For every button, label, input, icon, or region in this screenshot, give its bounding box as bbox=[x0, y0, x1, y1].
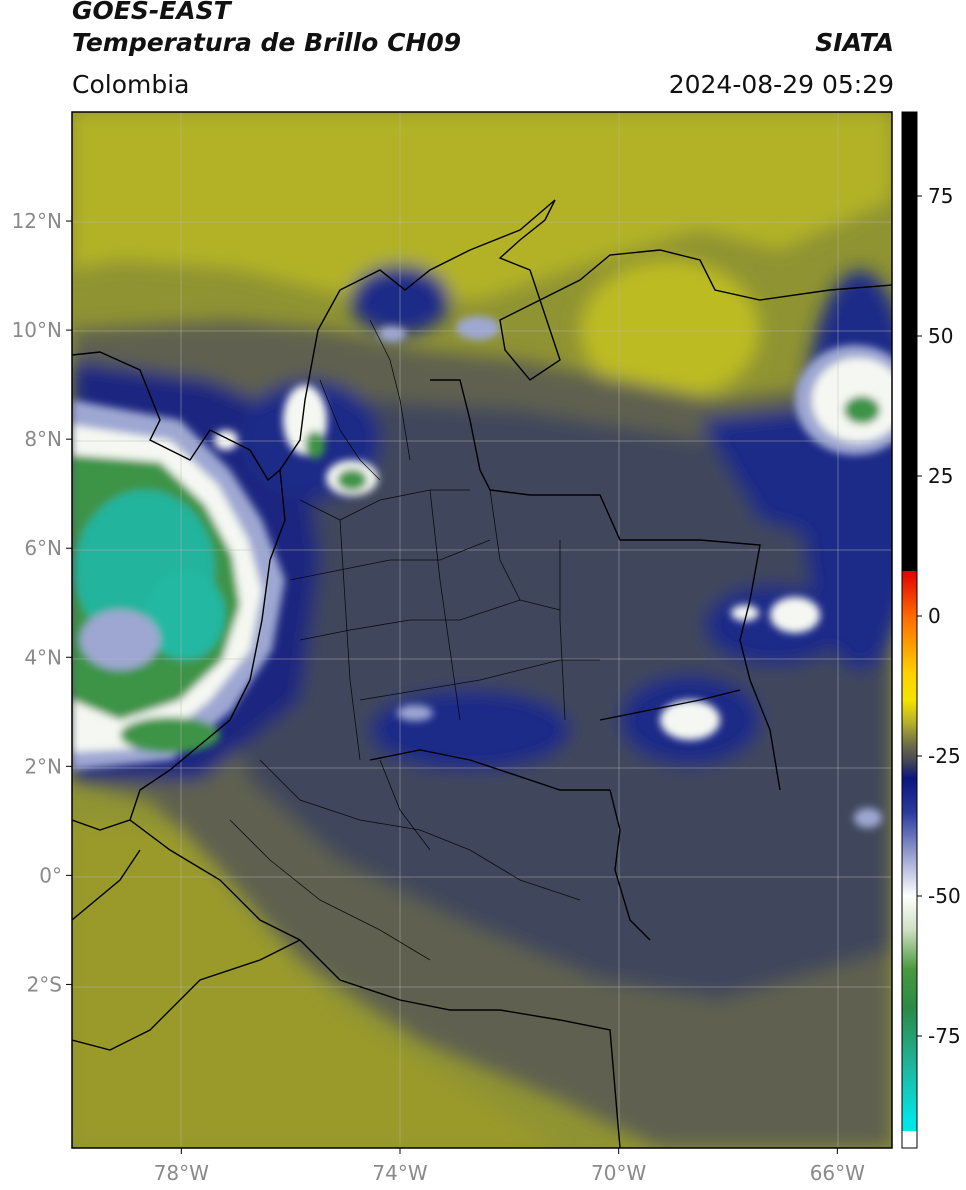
product-title: Temperatura de Brillo CH09 bbox=[72, 28, 462, 57]
region-label: Colombia bbox=[72, 70, 190, 99]
graticule bbox=[72, 112, 892, 1148]
lat-tick-label: 8°N bbox=[24, 427, 62, 451]
datetime-label: 2024-08-29 05:29 bbox=[668, 70, 894, 99]
longitude-axis: 78°W 74°W 70°W 66°W bbox=[154, 1148, 865, 1185]
map-frame bbox=[71, 111, 893, 1149]
colorbar-tick-label: 25 bbox=[928, 464, 953, 488]
organization-label: SIATA bbox=[815, 28, 894, 57]
satellite-title: GOES-EAST bbox=[72, 0, 231, 25]
lon-tick-label: 70°W bbox=[591, 1161, 646, 1185]
lat-tick-label: 4°N bbox=[24, 645, 62, 669]
lat-tick-label: 12°N bbox=[12, 209, 62, 233]
colorbar-tick-label: 50 bbox=[928, 324, 953, 348]
lat-tick-label: 0° bbox=[39, 863, 62, 887]
colorbar-ticks: 75 50 25 0 -25 -50 -75 bbox=[917, 184, 961, 1048]
country-borders bbox=[72, 199, 892, 1148]
latitude-axis: 12°N 10°N 8°N 6°N 4°N 2°N 0° 2°S bbox=[12, 209, 72, 996]
colorbar-tick-label: 75 bbox=[928, 184, 953, 208]
colorbar-tick-label: -25 bbox=[928, 744, 961, 768]
colorbar-tick-label: -50 bbox=[928, 884, 961, 908]
colorbar-gradient bbox=[902, 112, 917, 1148]
lat-tick-label: 10°N bbox=[12, 318, 62, 342]
lat-tick-label: 6°N bbox=[24, 536, 62, 560]
colorbar: 75 50 25 0 -25 -50 -75 bbox=[901, 111, 961, 1149]
colorbar-tick-label: 0 bbox=[928, 604, 941, 628]
lon-tick-label: 78°W bbox=[154, 1161, 209, 1185]
department-borders bbox=[229, 319, 600, 961]
colorbar-tick-label: -75 bbox=[928, 1024, 961, 1048]
lon-tick-label: 74°W bbox=[372, 1161, 427, 1185]
colorbar-frame bbox=[901, 111, 918, 1149]
lat-tick-label: 2°S bbox=[27, 972, 62, 996]
brightness-temperature-field bbox=[72, 112, 892, 1148]
lon-tick-label: 66°W bbox=[810, 1161, 865, 1185]
lat-tick-label: 2°N bbox=[24, 754, 62, 778]
